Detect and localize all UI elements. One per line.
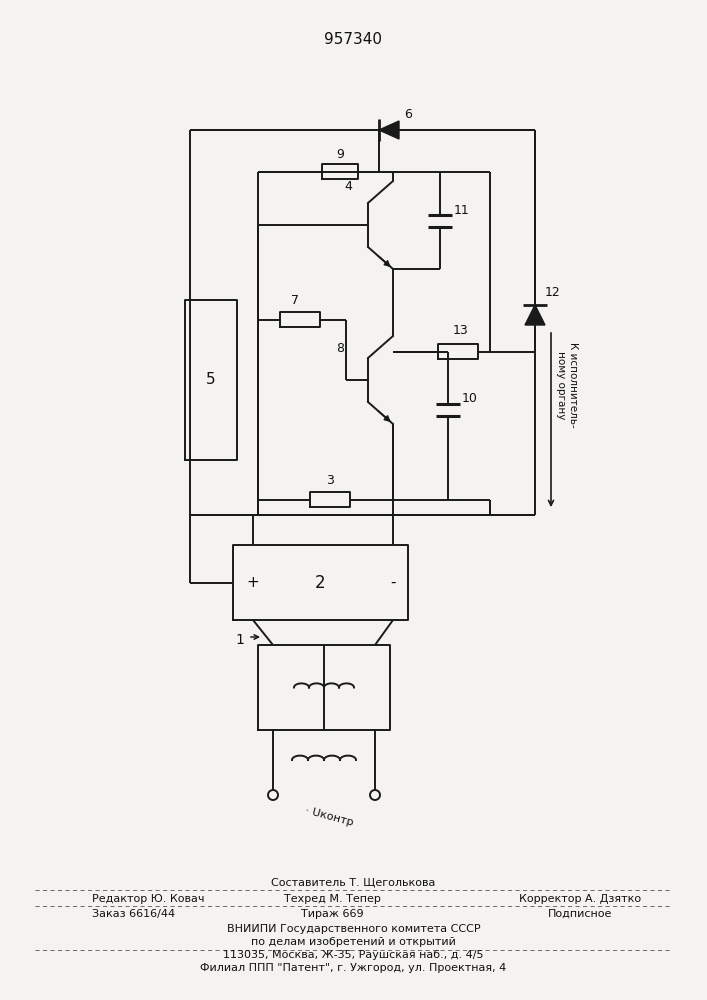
Text: 6: 6 <box>404 108 412 121</box>
Text: 7: 7 <box>291 294 299 306</box>
Text: +: + <box>247 575 259 590</box>
Text: 11: 11 <box>454 204 470 217</box>
Text: 1: 1 <box>235 633 245 647</box>
Text: Филиал ППП "Патент", г. Ужгород, ул. Проектная, 4: Филиал ППП "Патент", г. Ужгород, ул. Про… <box>200 963 507 973</box>
Text: Тираж 669: Тираж 669 <box>301 909 363 919</box>
Polygon shape <box>379 121 399 139</box>
Text: К исполнитель-
ному органу: К исполнитель- ному органу <box>556 342 578 428</box>
Text: 2: 2 <box>315 574 325 591</box>
Text: 957340: 957340 <box>324 32 382 47</box>
Text: 12: 12 <box>545 286 561 300</box>
Text: Составитель Т. Щеголькова: Составитель Т. Щеголькова <box>271 877 436 887</box>
Text: -: - <box>390 575 396 590</box>
Text: Заказ 6616/44: Заказ 6616/44 <box>92 909 175 919</box>
Text: 10: 10 <box>462 391 478 404</box>
Text: 9: 9 <box>336 147 344 160</box>
Polygon shape <box>525 305 545 325</box>
Text: 13: 13 <box>453 324 469 336</box>
Text: по делам изобретений и открытий: по делам изобретений и открытий <box>251 937 456 947</box>
Text: Корректор А. Дзятко: Корректор А. Дзятко <box>519 894 641 904</box>
Text: Редактор Ю. Ковач: Редактор Ю. Ковач <box>92 894 204 904</box>
Text: Техред М. Тепер: Техред М. Тепер <box>284 894 381 904</box>
Text: 4: 4 <box>344 180 352 194</box>
Text: 113035, Москва, Ж-35, Раушская наб., д. 4/5: 113035, Москва, Ж-35, Раушская наб., д. … <box>223 950 484 960</box>
Text: 5: 5 <box>206 372 216 387</box>
Text: 8: 8 <box>336 342 344 355</box>
Text: 3: 3 <box>326 474 334 487</box>
Text: Подписное: Подписное <box>547 909 612 919</box>
Text: · Uконтр: · Uконтр <box>304 806 354 828</box>
Text: ВНИИПИ Государственного комитета СССР: ВНИИПИ Государственного комитета СССР <box>227 924 480 934</box>
